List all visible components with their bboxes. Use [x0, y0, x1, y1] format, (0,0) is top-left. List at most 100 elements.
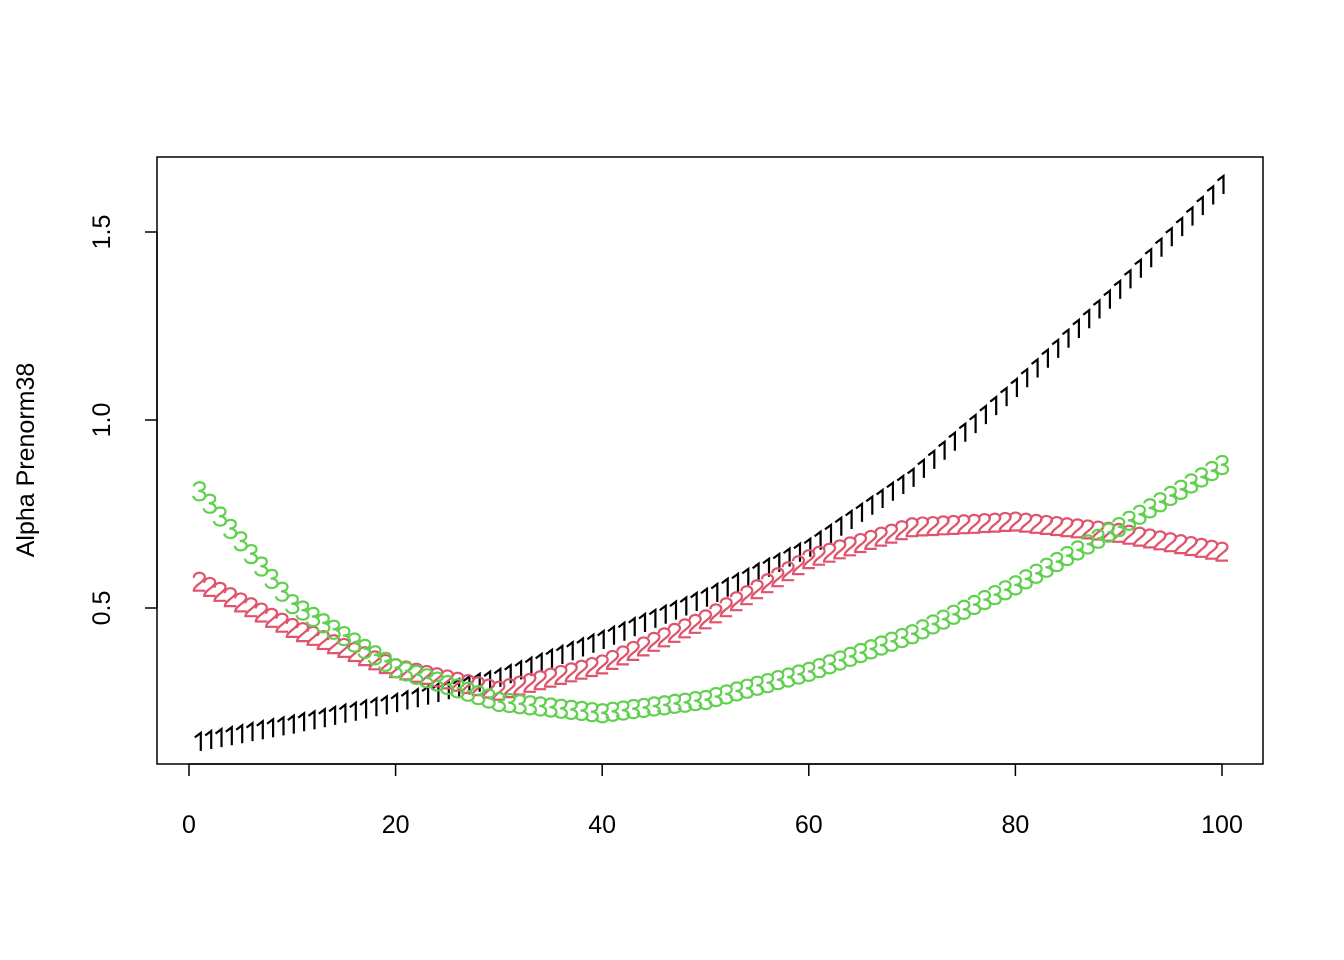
- data-point: [586, 632, 595, 653]
- data-point: [1194, 467, 1209, 488]
- data-point: [690, 590, 698, 611]
- data-point: [659, 603, 667, 624]
- data-point: [948, 430, 957, 451]
- data-point: [574, 659, 589, 680]
- data-point: [648, 607, 657, 628]
- data-point: [896, 473, 905, 494]
- data-point: [802, 549, 816, 570]
- data-point: [1090, 528, 1106, 549]
- data-point: [937, 439, 946, 460]
- data-point: [369, 696, 378, 717]
- data-point: [514, 659, 523, 680]
- data-point: [1020, 367, 1029, 388]
- data-point: [543, 697, 558, 718]
- data-point: [533, 696, 548, 717]
- data-point: [235, 723, 244, 744]
- data-point: [1010, 376, 1019, 397]
- data-point: [483, 669, 492, 690]
- data-point: [1121, 510, 1137, 531]
- data-point: [968, 412, 977, 434]
- data-point: [793, 541, 802, 562]
- data-point: [295, 622, 310, 643]
- series-1: [194, 173, 1225, 751]
- data-point: [905, 624, 920, 645]
- data-point: [1185, 205, 1194, 226]
- data-point: [564, 699, 579, 720]
- data-point: [254, 602, 268, 623]
- data-point: [214, 726, 223, 748]
- data-point: [698, 609, 713, 630]
- data-point: [1173, 479, 1188, 500]
- data-point: [493, 666, 502, 687]
- data-point: [740, 585, 754, 606]
- data-point: [834, 515, 843, 536]
- data-point: [390, 691, 399, 713]
- data-point: [812, 657, 827, 679]
- data-point: [700, 586, 709, 607]
- data-point: [813, 529, 822, 550]
- data-point: [233, 531, 248, 552]
- data-point: [1132, 504, 1147, 525]
- data-point: [585, 656, 599, 678]
- data-point: [989, 394, 998, 416]
- data-point: [679, 595, 688, 616]
- data-point: [667, 622, 682, 643]
- data-point: [721, 576, 729, 597]
- data-point: [318, 707, 326, 728]
- data-point: [782, 546, 791, 567]
- data-point: [555, 643, 564, 664]
- data-point: [1030, 357, 1039, 378]
- data-point: [367, 645, 382, 666]
- data-point: [708, 686, 723, 708]
- data-point: [801, 661, 816, 682]
- data-point: [295, 600, 310, 621]
- data-point: [566, 640, 574, 661]
- y-tick-label: 1.0: [88, 403, 116, 438]
- data-point: [305, 606, 321, 628]
- data-point: [605, 701, 620, 722]
- data-point: [326, 634, 341, 655]
- data-point: [772, 551, 781, 572]
- data-point: [328, 704, 337, 725]
- data-point: [657, 695, 672, 716]
- data-point: [669, 599, 678, 620]
- data-point: [739, 678, 754, 699]
- series-2: [192, 511, 1229, 701]
- data-point: [731, 571, 740, 592]
- x-tick-label: 100: [1201, 811, 1243, 839]
- data-point: [864, 529, 878, 551]
- data-point: [999, 385, 1008, 407]
- data-point: [245, 720, 254, 742]
- data-point: [874, 635, 889, 656]
- data-point: [853, 642, 868, 664]
- data-point: [234, 592, 248, 613]
- x-tick-label: 0: [182, 811, 196, 839]
- data-point: [615, 700, 631, 721]
- data-point: [729, 591, 744, 612]
- data-point: [512, 675, 527, 696]
- data-point: [595, 703, 610, 724]
- data-point: [1070, 540, 1085, 561]
- data-point: [1082, 308, 1091, 329]
- data-point: [584, 701, 600, 723]
- data-point: [1142, 498, 1157, 519]
- data-point: [1165, 226, 1173, 247]
- data-point: [628, 616, 636, 637]
- data-point: [967, 513, 981, 534]
- data-point: [285, 617, 299, 639]
- data-point: [843, 646, 858, 667]
- data-point: [204, 728, 213, 749]
- data-point: [411, 687, 419, 708]
- data-point: [1070, 518, 1085, 539]
- data-point: [462, 674, 471, 695]
- data-point: [956, 599, 971, 620]
- data-point: [192, 571, 206, 592]
- data-point: [1123, 268, 1132, 289]
- data-point: [212, 506, 228, 527]
- data-point: [1154, 236, 1163, 257]
- data-point: [936, 609, 951, 630]
- data-point: [1061, 327, 1070, 348]
- data-point: [1175, 215, 1184, 237]
- data-point: [822, 654, 837, 675]
- data-point: [895, 520, 909, 541]
